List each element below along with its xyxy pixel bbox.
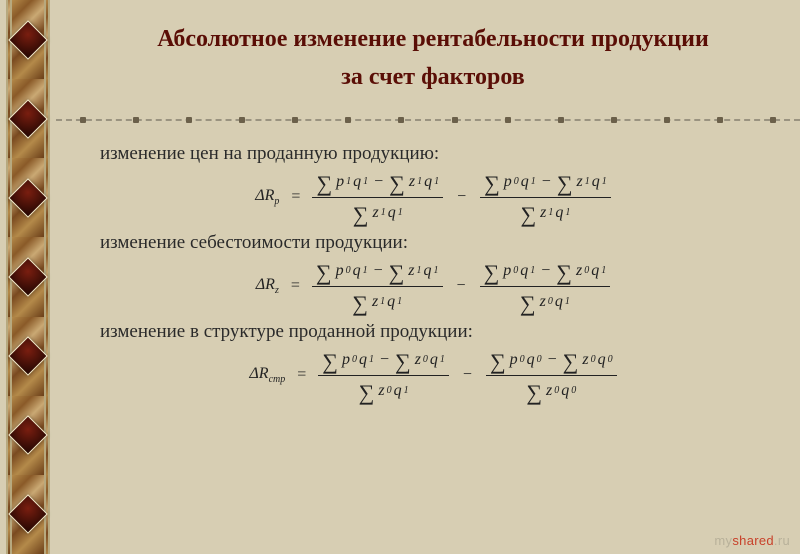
watermark-part1: my — [714, 533, 732, 548]
title-line-1: Абсолютное изменение рентабельности прод… — [157, 26, 709, 52]
minus-sign: − — [459, 367, 476, 383]
sidebar-cell — [6, 317, 50, 396]
formula: ΔRстр = ∑p0q1−∑z0q1 ∑z0q1 − ∑p0q0−∑z0q0 … — [100, 347, 766, 404]
sigma-icon: ∑ — [389, 262, 405, 284]
divider-dot-icon — [770, 117, 776, 123]
sidebar-cell — [6, 475, 50, 554]
denominator: ∑z0q1 — [355, 378, 413, 404]
formula-lhs: ΔRz — [256, 277, 279, 296]
watermark: myshared.ru — [714, 533, 790, 548]
divider-dot-icon — [717, 117, 723, 123]
content-area: Абсолютное изменение рентабельности прод… — [56, 0, 800, 554]
sigma-icon: ∑ — [352, 293, 368, 315]
sigma-icon: ∑ — [490, 351, 506, 373]
sigma-icon: ∑ — [316, 173, 332, 195]
diamond-tile-icon — [8, 257, 48, 297]
minus-sign: − — [453, 278, 470, 294]
divider-dot-icon — [558, 117, 564, 123]
fraction-bar — [312, 286, 443, 287]
sigma-icon: ∑ — [484, 262, 500, 284]
divider-dot-icon — [80, 117, 86, 123]
sidebar-cell — [6, 158, 50, 237]
diamond-tile-icon — [8, 495, 48, 535]
fraction: ∑p1q1−∑z1q1 ∑z1q1 — [312, 169, 443, 226]
formula: ΔRp = ∑p1q1−∑z1q1 ∑z1q1 − ∑p0q1−∑z1q1 ∑z… — [100, 169, 766, 226]
fraction: ∑p0q1−∑z1q1 ∑z1q1 — [480, 169, 611, 226]
sigma-icon: ∑ — [395, 351, 411, 373]
sigma-icon: ∑ — [359, 382, 375, 404]
sigma-icon: ∑ — [556, 262, 572, 284]
fraction: ∑p0q1−∑z0q1 ∑z0q1 — [318, 347, 449, 404]
fraction-bar — [480, 286, 611, 287]
section-caption: изменение цен на проданную продукцию: — [100, 143, 766, 165]
sigma-icon: ∑ — [520, 293, 536, 315]
fraction: ∑p0q1−∑z0q1 ∑z0q1 — [480, 258, 611, 315]
numerator: ∑p0q1−∑z1q1 — [312, 258, 443, 284]
equals-sign: = — [295, 367, 308, 383]
sigma-icon: ∑ — [557, 173, 573, 195]
denominator: ∑z1q1 — [349, 200, 407, 226]
sigma-icon: ∑ — [563, 351, 579, 373]
fraction-bar — [480, 197, 611, 198]
fraction: ∑p0q1−∑z1q1 ∑z1q1 — [312, 258, 443, 315]
denominator: ∑z1q1 — [516, 200, 574, 226]
decorative-sidebar — [0, 0, 56, 554]
numerator: ∑p0q1−∑z0q1 — [480, 258, 611, 284]
divider-dot-icon — [452, 117, 458, 123]
sigma-icon: ∑ — [322, 351, 338, 373]
fraction: ∑p0q0−∑z0q0 ∑z0q0 — [486, 347, 617, 404]
watermark-part2: shared — [732, 533, 774, 548]
sidebar-cell — [6, 396, 50, 475]
sidebar-cell — [6, 79, 50, 158]
numerator: ∑p0q1−∑z1q1 — [480, 169, 611, 195]
numerator: ∑p0q0−∑z0q0 — [486, 347, 617, 373]
formula: ΔRz = ∑p0q1−∑z1q1 ∑z1q1 − ∑p0q1−∑z0q1 ∑z… — [100, 258, 766, 315]
fraction-bar — [486, 375, 617, 376]
diamond-tile-icon — [8, 178, 48, 218]
formula-lhs: ΔRp — [255, 188, 279, 207]
divider-dot-icon — [133, 117, 139, 123]
fraction-bar — [318, 375, 449, 376]
diamond-tile-icon — [8, 99, 48, 139]
section-caption: изменение себестоимости продукции: — [100, 232, 766, 254]
divider-dot-icon — [611, 117, 617, 123]
sigma-icon: ∑ — [353, 204, 369, 226]
equals-sign: = — [289, 189, 302, 205]
divider-dot-icon — [186, 117, 192, 123]
diamond-tile-icon — [8, 415, 48, 455]
sigma-icon: ∑ — [520, 204, 536, 226]
formula-lhs: ΔRстр — [249, 366, 285, 385]
denominator: ∑z0q0 — [522, 378, 580, 404]
divider — [100, 115, 766, 125]
denominator: ∑z0q1 — [516, 289, 574, 315]
numerator: ∑p0q1−∑z0q1 — [318, 347, 449, 373]
diamond-tile-icon — [8, 336, 48, 376]
minus-sign: − — [453, 189, 470, 205]
sidebar-cell — [6, 0, 50, 79]
diamond-tile-icon — [8, 20, 48, 60]
denominator: ∑z1q1 — [348, 289, 406, 315]
divider-dot-icon — [239, 117, 245, 123]
divider-dot-icon — [292, 117, 298, 123]
divider-dot-icon — [505, 117, 511, 123]
sigma-icon: ∑ — [316, 262, 332, 284]
numerator: ∑p1q1−∑z1q1 — [312, 169, 443, 195]
fraction-bar — [312, 197, 443, 198]
section-caption: изменение в структуре проданной продукци… — [100, 321, 766, 343]
equals-sign: = — [289, 278, 302, 294]
page-title: Абсолютное изменение рентабельности прод… — [100, 20, 766, 97]
divider-dot-icon — [345, 117, 351, 123]
divider-dot-icon — [398, 117, 404, 123]
divider-dot-icon — [664, 117, 670, 123]
sigma-icon: ∑ — [484, 173, 500, 195]
sigma-icon: ∑ — [389, 173, 405, 195]
slide: Абсолютное изменение рентабельности прод… — [0, 0, 800, 554]
sigma-icon: ∑ — [526, 382, 542, 404]
sidebar-cell — [6, 237, 50, 316]
watermark-part3: .ru — [774, 533, 790, 548]
title-line-2: за счет факторов — [341, 64, 524, 90]
